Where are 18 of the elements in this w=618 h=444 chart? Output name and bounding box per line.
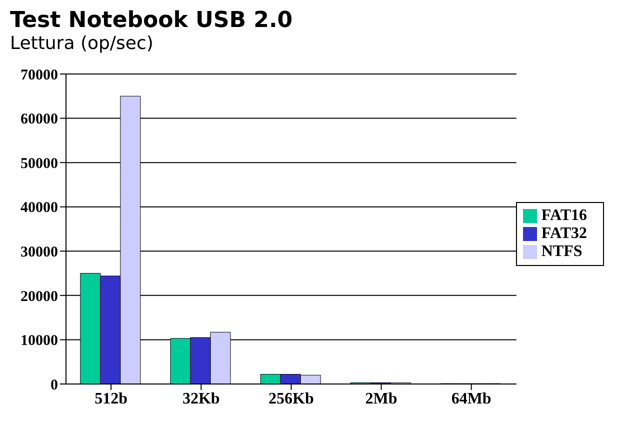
chart-subtitle: Lettura (op/sec) <box>10 33 154 54</box>
y-tick-label: 10000 <box>20 333 58 350</box>
legend-label: NTFS <box>541 243 582 260</box>
y-tick-label: 50000 <box>20 156 58 172</box>
y-tick-label: 20000 <box>20 288 58 305</box>
legend-label: FAT32 <box>541 225 587 242</box>
x-tick-label: 32Kb <box>182 390 220 408</box>
x-tick-label: 512b <box>94 390 128 408</box>
y-tick-label: 40000 <box>20 200 58 216</box>
legend-label: FAT16 <box>541 207 587 224</box>
y-tick-label: 60000 <box>20 112 58 128</box>
x-tick-label: 256Kb <box>268 390 314 408</box>
x-tick-label: 2Mb <box>365 390 398 408</box>
y-tick-label: 70000 <box>20 67 58 84</box>
chart-title: Test Notebook USB 2.0 <box>10 8 294 33</box>
x-tick-label: 64Mb <box>451 390 492 408</box>
y-tick-label: 0 <box>50 377 58 394</box>
y-tick-label: 30000 <box>20 244 58 260</box>
